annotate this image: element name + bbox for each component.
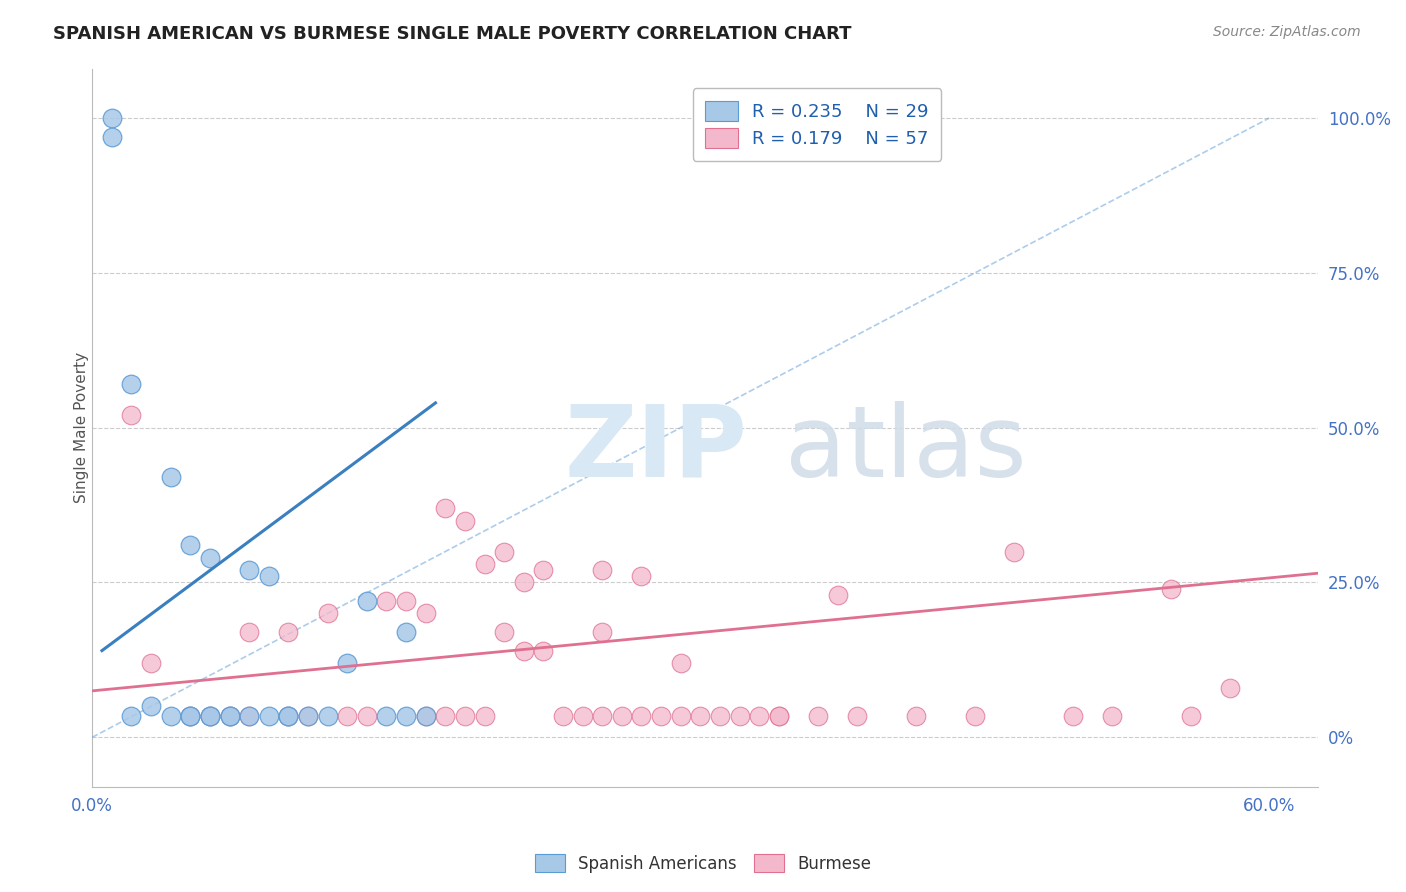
- Point: [238, 625, 260, 640]
- Point: [179, 708, 201, 723]
- Point: [474, 708, 496, 723]
- Point: [159, 708, 181, 723]
- Point: [768, 708, 790, 723]
- Point: [513, 643, 536, 657]
- Point: [1002, 544, 1025, 558]
- Point: [316, 708, 339, 723]
- Point: [218, 708, 240, 723]
- Point: [257, 708, 280, 723]
- Point: [494, 625, 516, 640]
- Point: [846, 708, 869, 723]
- Point: [748, 708, 770, 723]
- Point: [139, 699, 162, 714]
- Point: [120, 409, 142, 423]
- Point: [494, 544, 516, 558]
- Point: [336, 708, 359, 723]
- Point: [395, 625, 418, 640]
- Point: [669, 708, 692, 723]
- Point: [120, 708, 142, 723]
- Point: [139, 656, 162, 670]
- Point: [356, 708, 378, 723]
- Point: [277, 708, 299, 723]
- Point: [238, 563, 260, 577]
- Point: [356, 594, 378, 608]
- Point: [415, 708, 437, 723]
- Point: [531, 563, 554, 577]
- Point: [179, 708, 201, 723]
- Point: [689, 708, 711, 723]
- Point: [198, 708, 221, 723]
- Point: [591, 708, 613, 723]
- Point: [728, 708, 751, 723]
- Point: [768, 708, 790, 723]
- Point: [963, 708, 986, 723]
- Point: [395, 708, 418, 723]
- Point: [630, 569, 652, 583]
- Point: [591, 625, 613, 640]
- Point: [336, 656, 359, 670]
- Point: [198, 550, 221, 565]
- Point: [218, 708, 240, 723]
- Point: [610, 708, 633, 723]
- Legend: Spanish Americans, Burmese: Spanish Americans, Burmese: [529, 847, 877, 880]
- Text: SPANISH AMERICAN VS BURMESE SINGLE MALE POVERTY CORRELATION CHART: SPANISH AMERICAN VS BURMESE SINGLE MALE …: [53, 25, 852, 43]
- Point: [905, 708, 928, 723]
- Text: Source: ZipAtlas.com: Source: ZipAtlas.com: [1213, 25, 1361, 39]
- Point: [415, 708, 437, 723]
- Point: [1062, 708, 1084, 723]
- Point: [1160, 582, 1182, 596]
- Point: [277, 708, 299, 723]
- Legend: R = 0.235    N = 29, R = 0.179    N = 57: R = 0.235 N = 29, R = 0.179 N = 57: [693, 88, 942, 161]
- Point: [650, 708, 672, 723]
- Point: [375, 594, 398, 608]
- Point: [159, 470, 181, 484]
- Point: [807, 708, 830, 723]
- Point: [277, 625, 299, 640]
- Point: [277, 708, 299, 723]
- Point: [198, 708, 221, 723]
- Point: [454, 708, 477, 723]
- Text: atlas: atlas: [785, 401, 1026, 498]
- Point: [415, 607, 437, 621]
- Point: [709, 708, 731, 723]
- Point: [179, 538, 201, 552]
- Point: [531, 643, 554, 657]
- Point: [571, 708, 593, 723]
- Y-axis label: Single Male Poverty: Single Male Poverty: [73, 352, 89, 503]
- Point: [474, 557, 496, 571]
- Point: [630, 708, 652, 723]
- Text: ZIP: ZIP: [564, 401, 747, 498]
- Point: [316, 607, 339, 621]
- Point: [827, 588, 849, 602]
- Point: [591, 563, 613, 577]
- Point: [434, 501, 457, 516]
- Point: [297, 708, 319, 723]
- Point: [101, 129, 124, 144]
- Point: [198, 708, 221, 723]
- Point: [257, 569, 280, 583]
- Point: [218, 708, 240, 723]
- Point: [1101, 708, 1123, 723]
- Point: [375, 708, 398, 723]
- Point: [513, 575, 536, 590]
- Point: [669, 656, 692, 670]
- Point: [395, 594, 418, 608]
- Point: [238, 708, 260, 723]
- Point: [120, 377, 142, 392]
- Point: [1180, 708, 1202, 723]
- Point: [434, 708, 457, 723]
- Point: [101, 111, 124, 125]
- Point: [551, 708, 574, 723]
- Point: [179, 708, 201, 723]
- Point: [454, 514, 477, 528]
- Point: [1219, 681, 1241, 695]
- Point: [297, 708, 319, 723]
- Point: [238, 708, 260, 723]
